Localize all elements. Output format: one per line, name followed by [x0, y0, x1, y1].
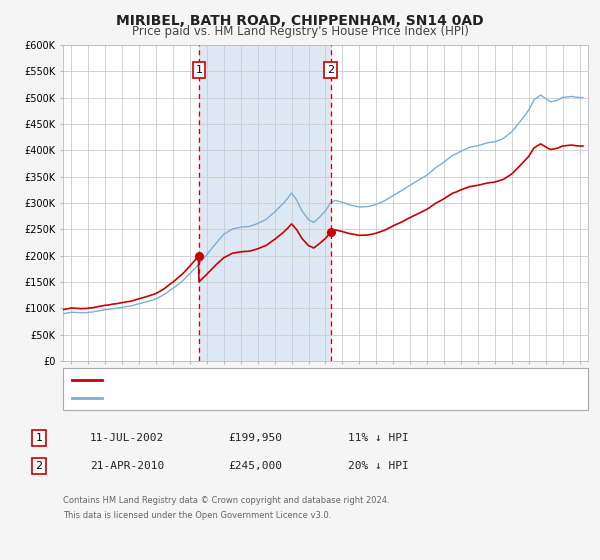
- Text: Contains HM Land Registry data © Crown copyright and database right 2024.: Contains HM Land Registry data © Crown c…: [63, 496, 389, 505]
- Text: £199,950: £199,950: [228, 433, 282, 443]
- Text: 20% ↓ HPI: 20% ↓ HPI: [348, 461, 409, 471]
- Text: 2: 2: [35, 461, 43, 471]
- Text: 1: 1: [196, 65, 202, 75]
- Text: MIRIBEL, BATH ROAD, CHIPPENHAM, SN14 0AD (detached house): MIRIBEL, BATH ROAD, CHIPPENHAM, SN14 0AD…: [109, 375, 448, 385]
- Text: 21-APR-2010: 21-APR-2010: [90, 461, 164, 471]
- Text: Price paid vs. HM Land Registry's House Price Index (HPI): Price paid vs. HM Land Registry's House …: [131, 25, 469, 38]
- Text: 1: 1: [35, 433, 43, 443]
- Text: £245,000: £245,000: [228, 461, 282, 471]
- Text: 2: 2: [327, 65, 334, 75]
- Text: MIRIBEL, BATH ROAD, CHIPPENHAM, SN14 0AD: MIRIBEL, BATH ROAD, CHIPPENHAM, SN14 0AD: [116, 14, 484, 28]
- Text: This data is licensed under the Open Government Licence v3.0.: This data is licensed under the Open Gov…: [63, 511, 331, 520]
- Text: HPI: Average price, detached house, Wiltshire: HPI: Average price, detached house, Wilt…: [109, 393, 348, 403]
- Text: 11-JUL-2002: 11-JUL-2002: [90, 433, 164, 443]
- Text: 11% ↓ HPI: 11% ↓ HPI: [348, 433, 409, 443]
- Bar: [199, 45, 331, 361]
